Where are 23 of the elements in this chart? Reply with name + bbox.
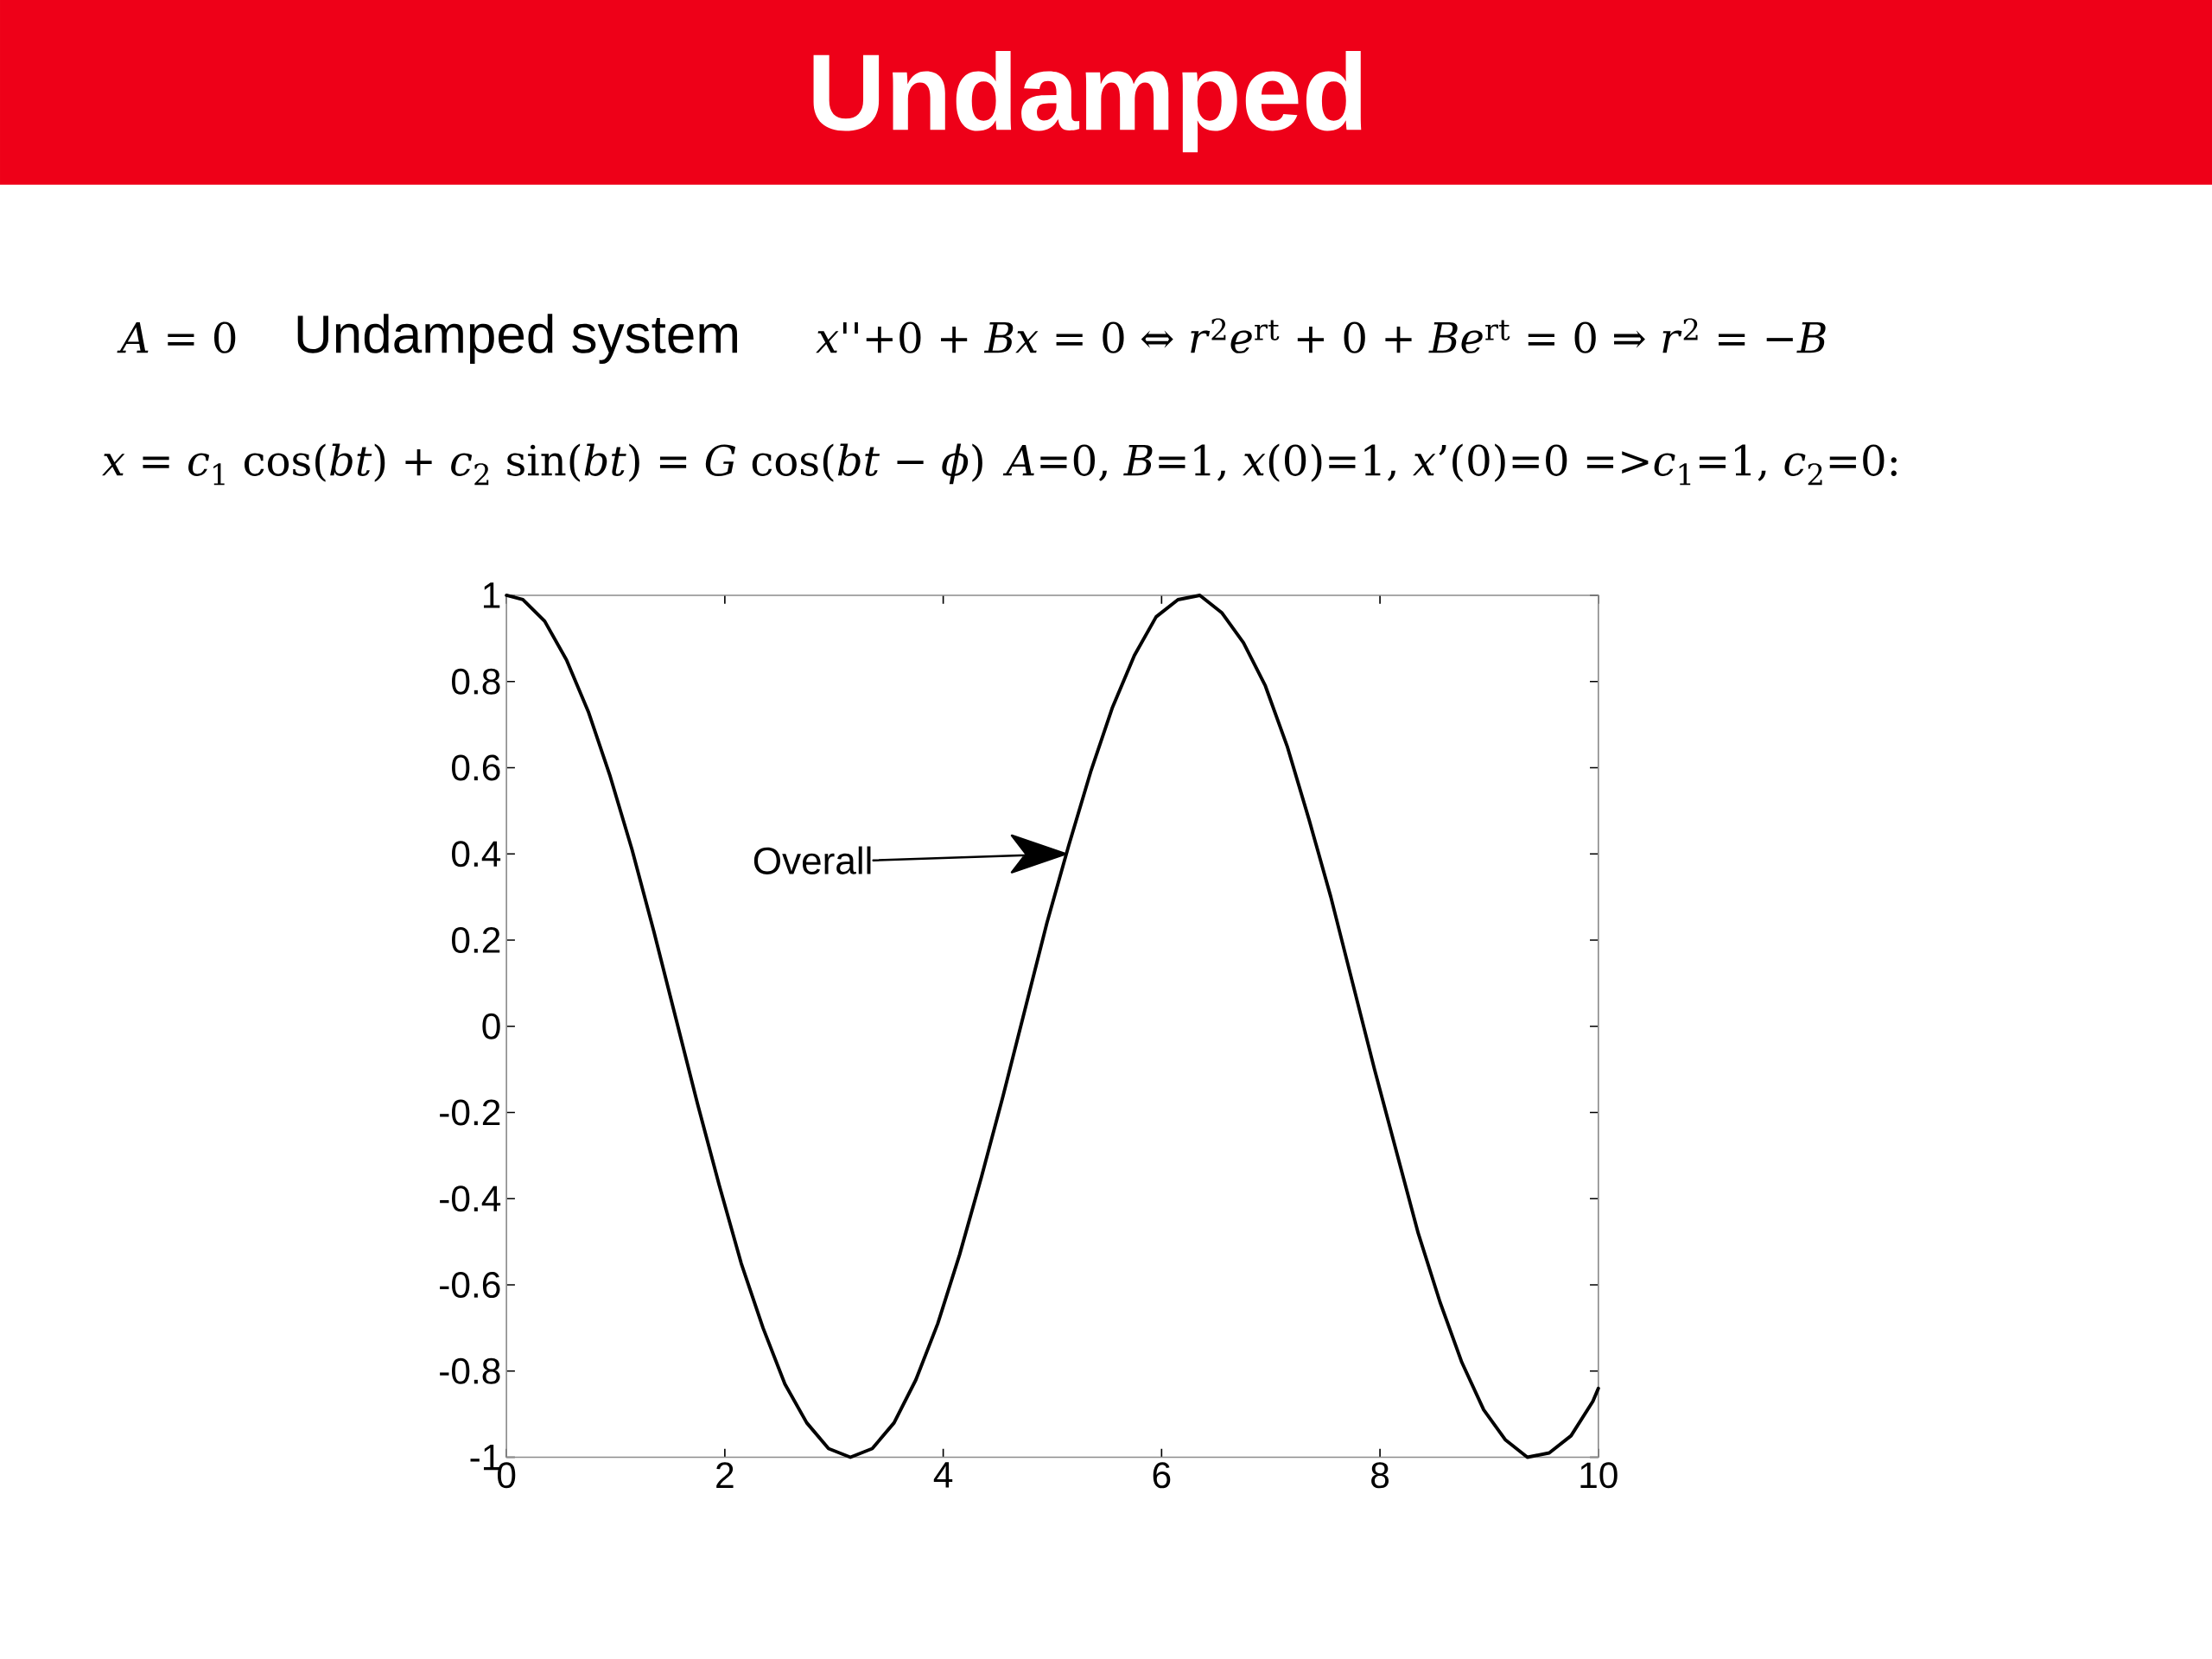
y-tick-label: -0.6 bbox=[440, 1271, 500, 1299]
y-tick-label: 0 bbox=[482, 1013, 500, 1039]
x-tick-label: 6 bbox=[1153, 1462, 1171, 1489]
text: Undamped system bbox=[297, 314, 737, 365]
y-tick-label: -0.2 bbox=[440, 1099, 500, 1126]
chart-title: Undamped bbox=[813, 51, 1362, 153]
text: x''+0 + Bx = 0 ⇔ r$^{2}$e$^{rt}$ + 0 + Be$^{rt}$ = 0 ⇒ r$^{2}$ = −B bbox=[816, 318, 1826, 353]
x-tick-label: 10 bbox=[1580, 1462, 1618, 1489]
y-tick-label: -1 bbox=[470, 1444, 500, 1471]
y-tick-label: 0.8 bbox=[452, 668, 500, 695]
text: x = c$_{1}$ cos(bt) + c$_{2}$ sin(bt) = G cos(bt − ϕ) bbox=[102, 443, 982, 486]
x-tick-label: 8 bbox=[1371, 1462, 1389, 1489]
x-tick-label: 4 bbox=[933, 1462, 953, 1488]
y-tick-label: -0.8 bbox=[440, 1357, 500, 1384]
y-tick-label: -0.4 bbox=[440, 1185, 501, 1212]
y-tick-label: 1 bbox=[483, 582, 500, 608]
y-tick-label: 0.6 bbox=[452, 754, 500, 781]
y-tick-label: 0.2 bbox=[452, 926, 500, 954]
x-tick-label: 2 bbox=[716, 1462, 734, 1488]
text: A = 0 bbox=[117, 321, 236, 353]
text: A=0, B=1, x(0)=1, x’(0)=0 =>c$_{1}$=1, c$_{2}$=0: bbox=[1002, 443, 1897, 486]
annotation: Overall bbox=[753, 846, 871, 874]
y-tick-label: 0.4 bbox=[452, 841, 501, 868]
